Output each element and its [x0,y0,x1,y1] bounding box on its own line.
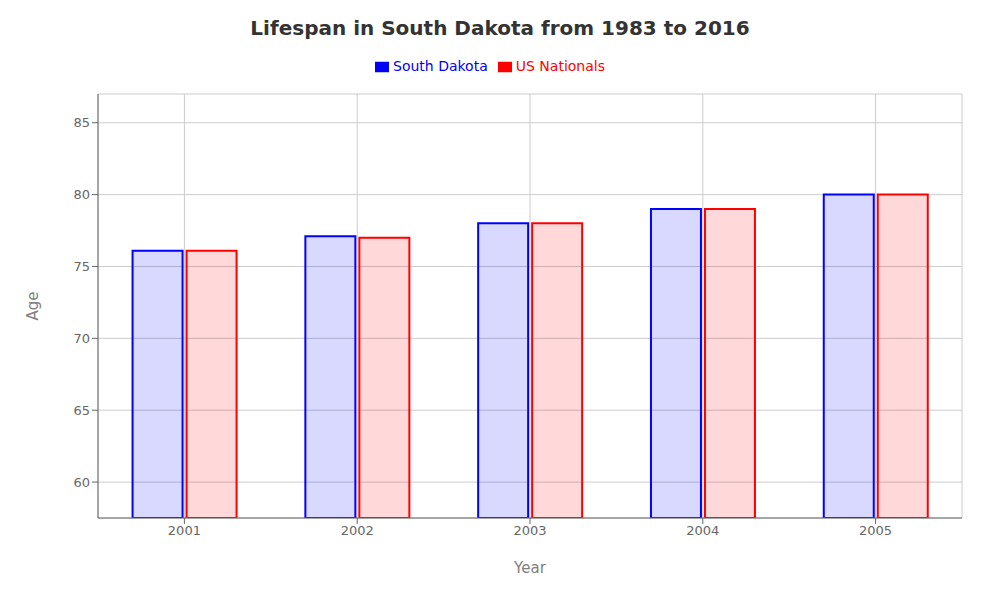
svg-text:Age: Age [24,291,42,320]
svg-text:65: 65 [73,403,90,418]
svg-text:85: 85 [73,115,90,130]
html-text:South Dakota: South Dakota [393,58,488,74]
svg-text:2001: 2001 [168,523,201,538]
html-text:US Nationals: US Nationals [515,58,605,74]
html-text:Lifespan in South Dakota from: Lifespan in South Dakota from 1983 to 20… [250,16,750,40]
svg-text:80: 80 [73,187,90,202]
svg-text:70: 70 [73,331,90,346]
svg-text:2005: 2005 [859,523,892,538]
svg-text:60: 60 [73,475,90,490]
svg-text:75: 75 [73,259,90,274]
svg-text:Year: Year [513,559,547,577]
svg-text:2002: 2002 [341,523,374,538]
svg-text:2004: 2004 [686,523,719,538]
svg-text:2003: 2003 [513,523,546,538]
